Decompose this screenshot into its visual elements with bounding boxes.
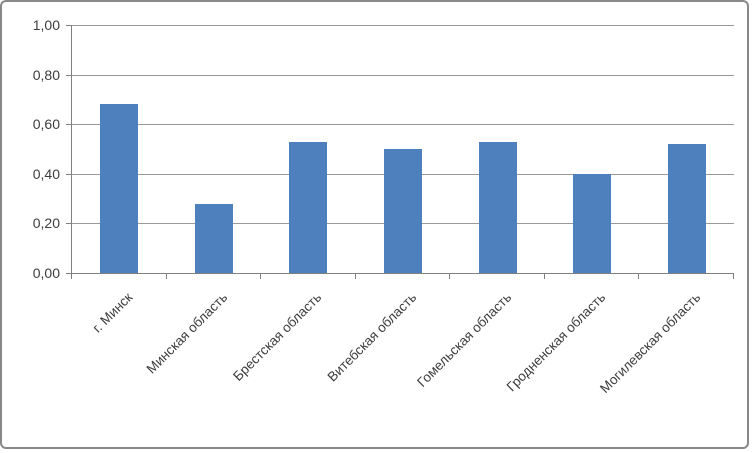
x-axis-tick bbox=[166, 274, 167, 279]
x-axis-tick bbox=[544, 274, 545, 279]
y-axis-label: 1,00 bbox=[32, 17, 60, 33]
x-axis-label-6: Могилевская область bbox=[597, 289, 704, 396]
bar-5 bbox=[573, 174, 611, 273]
gridline bbox=[72, 75, 734, 76]
y-axis-tick bbox=[66, 124, 71, 125]
y-axis-tick bbox=[66, 25, 71, 26]
plot-area bbox=[71, 25, 734, 274]
x-axis-label-1: Минская область bbox=[143, 289, 231, 377]
x-axis-tick bbox=[449, 274, 450, 279]
bar-4 bbox=[479, 142, 517, 273]
x-axis-label-2: Брестская область bbox=[230, 289, 325, 384]
bar-1 bbox=[195, 204, 233, 273]
bar-3 bbox=[384, 149, 422, 273]
x-axis-label-4: Гомельская область bbox=[414, 289, 515, 390]
bar-6 bbox=[668, 144, 706, 273]
y-axis-label: 0,40 bbox=[32, 166, 60, 182]
x-axis-tick bbox=[355, 274, 356, 279]
y-axis-label: 0,00 bbox=[32, 265, 60, 281]
x-axis-tick bbox=[260, 274, 261, 279]
y-axis-label: 0,80 bbox=[32, 67, 60, 83]
y-axis-label: 0,60 bbox=[32, 116, 60, 132]
gridline bbox=[72, 25, 734, 26]
gridline bbox=[72, 124, 734, 125]
bar-2 bbox=[289, 142, 327, 273]
x-axis-label-3: Витебская область bbox=[324, 289, 420, 385]
x-axis-tick bbox=[638, 274, 639, 279]
y-axis-tick bbox=[66, 75, 71, 76]
y-axis-tick bbox=[66, 223, 71, 224]
y-axis-tick bbox=[66, 273, 71, 274]
x-axis-tick bbox=[733, 274, 734, 279]
x-axis-label-5: Гродненская область bbox=[503, 289, 609, 395]
x-axis-label-0: г. Минск bbox=[89, 289, 136, 336]
bar-0 bbox=[100, 104, 138, 273]
y-axis-tick bbox=[66, 174, 71, 175]
x-axis-tick bbox=[71, 274, 72, 279]
y-axis-label: 0,20 bbox=[32, 215, 60, 231]
